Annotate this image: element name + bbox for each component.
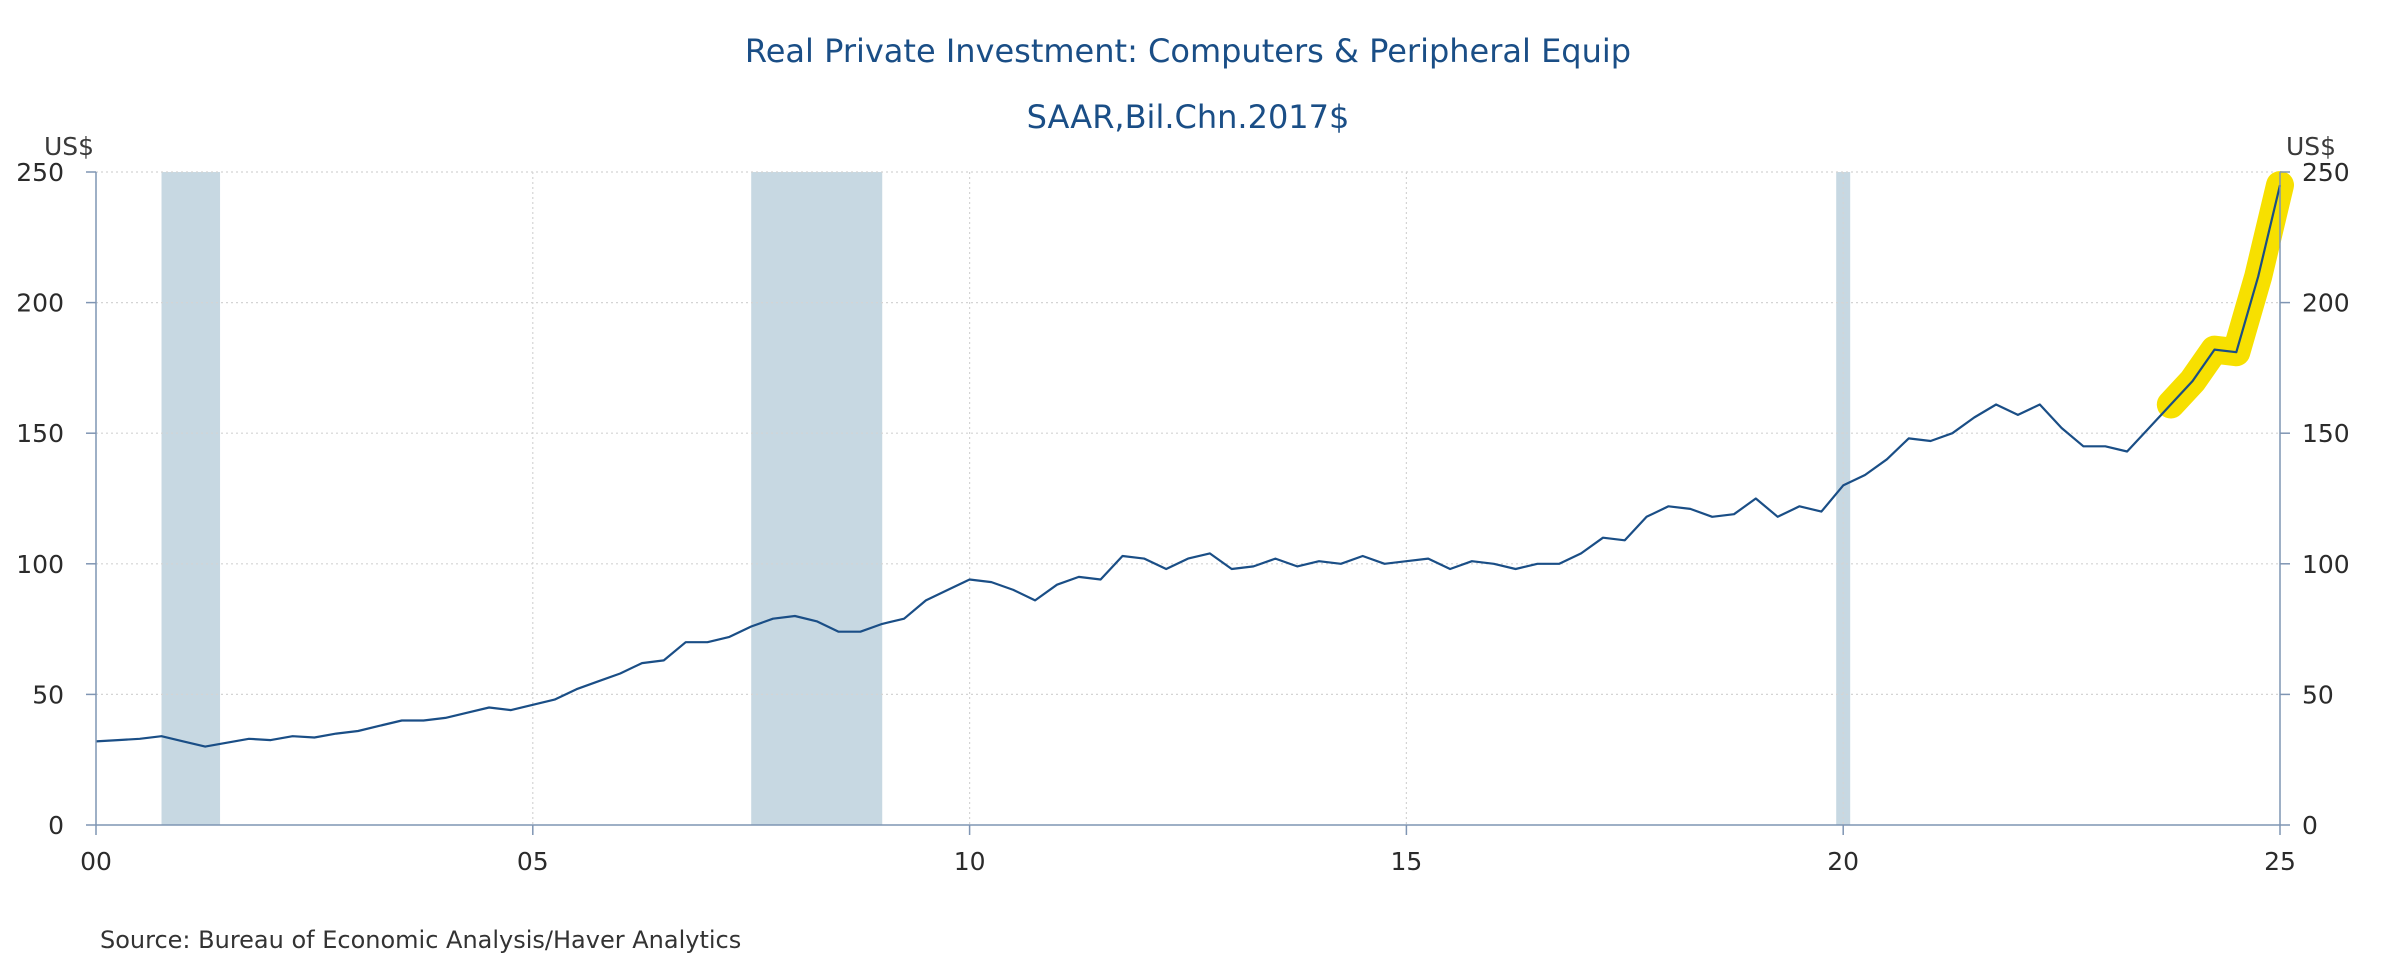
y-tick-label-right: 50 — [2302, 680, 2334, 709]
y-tick-label-left: 250 — [16, 158, 64, 187]
recession-band-1 — [161, 172, 221, 825]
x-axis-ticks: 00 05 10 15 20 25 — [80, 825, 2296, 876]
y-tick-label-right: 200 — [2302, 289, 2350, 318]
chart-subtitle: SAAR,Bil.Chn.2017$ — [1027, 98, 1350, 136]
y-tick-label-left: 100 — [16, 550, 64, 579]
highlight-stroke — [2156, 171, 2294, 419]
y-axis-unit-left: US$ — [44, 132, 94, 161]
recession-bands — [161, 172, 1851, 825]
chart-title: Real Private Investment: Computers & Per… — [745, 32, 1631, 70]
x-tick-label: 20 — [1827, 847, 1859, 876]
y-tick-label-left: 0 — [48, 811, 64, 840]
x-tick-label: 25 — [2264, 847, 2296, 876]
y-tick-label-right: 250 — [2302, 158, 2350, 187]
series-line — [95, 184, 2282, 748]
x-tick-label: 05 — [517, 847, 549, 876]
series-layer — [95, 184, 2282, 748]
highlight-marker — [2156, 171, 2294, 419]
x-tick-label: 15 — [1390, 847, 1422, 876]
source-note: Source: Bureau of Economic Analysis/Have… — [100, 926, 741, 954]
y-tick-label-right: 0 — [2302, 811, 2318, 840]
y-axis-ticks: 0 0 50 50 100 100 150 150 200 200 250 250 — [16, 158, 2349, 840]
gridlines — [96, 171, 2280, 825]
x-tick-label: 10 — [954, 847, 986, 876]
x-tick-label: 00 — [80, 847, 112, 876]
y-axis-unit-right: US$ — [2286, 132, 2336, 161]
y-tick-label-left: 150 — [16, 419, 64, 448]
y-tick-label-right: 100 — [2302, 550, 2350, 579]
y-tick-label-left: 50 — [32, 680, 64, 709]
y-tick-label-left: 200 — [16, 289, 64, 318]
recession-band-2 — [751, 172, 883, 825]
y-tick-label-right: 150 — [2302, 419, 2350, 448]
axes — [95, 172, 2281, 826]
